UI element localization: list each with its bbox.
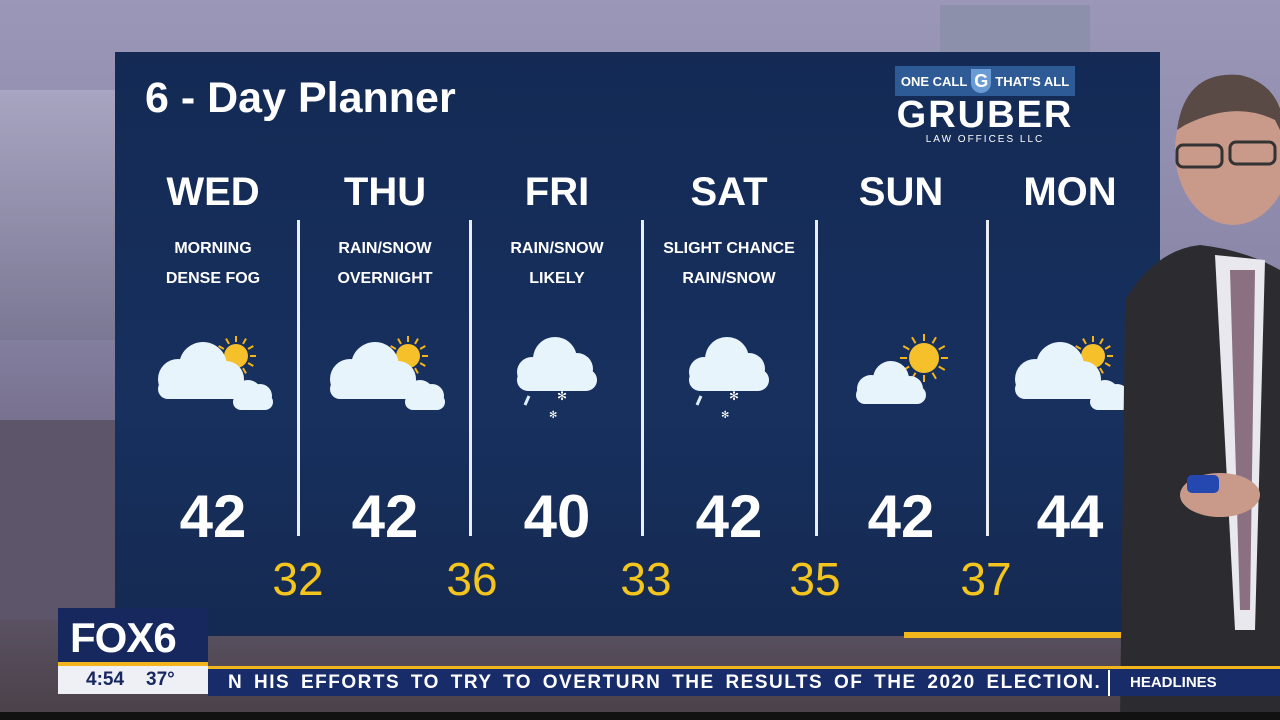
forecast-description: SLIGHT CHANCE RAIN/SNOW (663, 240, 795, 287)
accent-bar (904, 632, 1152, 638)
forecast-description (815, 234, 987, 294)
ticker-section: HEADLINES (1130, 674, 1217, 691)
station-logo: FOX6 (58, 608, 208, 666)
low-temp: 32 (272, 553, 324, 605)
day-label: FRI (524, 170, 590, 214)
high-temp: 42 (867, 483, 935, 550)
sponsor-tagline: THAT'S ALL (995, 73, 1070, 89)
high-temp: 42 (695, 483, 763, 550)
station-bug: FOX6 4:54 37° (58, 608, 208, 694)
sponsor-logo: ONE CALL G THAT'S ALL GRUBER LAW OFFICES L… (895, 66, 1075, 145)
divider (297, 220, 300, 536)
forecast-description: MORNING DENSE FOG (165, 240, 261, 287)
rain-snow-icon: ✻ ✻ (471, 334, 643, 424)
clock: 4:54 (86, 669, 125, 690)
day-label: SUN (858, 170, 944, 214)
low-temp: 33 (620, 553, 672, 605)
forecast-panel: 6 - Day Planner ONE CALL G THAT'S ALL GRUB… (115, 52, 1160, 636)
svg-text:✻: ✻ (557, 389, 567, 403)
mostly-sunny-icon (815, 334, 987, 424)
partly-cloudy-icon (299, 334, 471, 424)
page-title: 6 - Day Planner (145, 74, 456, 122)
forecast-description: RAIN/SNOW OVERNIGHT (337, 240, 433, 287)
day-label: MON (1023, 170, 1117, 214)
svg-text:✻: ✻ (721, 410, 729, 421)
divider (815, 220, 818, 536)
sponsor-sub: LAW OFFICES LLC (925, 134, 1045, 145)
svg-text:✻: ✻ (549, 410, 557, 421)
ticker-divider (1108, 669, 1110, 696)
news-ticker: N HIS EFFORTS TO TRY TO OVERTURN THE RES… (208, 666, 1280, 696)
high-temp: 40 (523, 483, 591, 550)
bottom-bar (0, 712, 1280, 720)
background-building (940, 5, 1090, 55)
sponsor-tagline: ONE CALL (900, 73, 968, 89)
forecast-description: RAIN/SNOW LIKELY (510, 240, 604, 287)
day-column-thu: THU RAIN/SNOW OVERNIGHT (299, 170, 471, 424)
presenter (1120, 74, 1280, 720)
low-temp: 37 (960, 553, 1012, 605)
ticker-text: N HIS EFFORTS TO TRY TO OVERTURN THE RES… (228, 671, 1102, 693)
background-bridge (0, 90, 115, 340)
current-temp: 37° (146, 669, 175, 690)
day-column-wed: WED MORNING DENSE FOG (127, 170, 299, 424)
day-column-fri: FRI RAIN/SNOW LIKELY ✻ ✻ (471, 170, 643, 424)
divider (986, 220, 989, 536)
divider (641, 220, 644, 536)
day-label: THU (343, 170, 427, 214)
low-temp: 35 (789, 553, 841, 605)
day-label: SAT (690, 170, 768, 214)
high-temp: 42 (351, 483, 419, 550)
day-label: WED (166, 170, 260, 214)
svg-text:✻: ✻ (729, 389, 739, 403)
rain-snow-icon: ✻ ✻ (643, 334, 815, 424)
high-temp: 44 (1036, 483, 1104, 550)
divider (469, 220, 472, 536)
background-water (0, 420, 115, 620)
low-temp: 36 (446, 553, 498, 605)
sponsor-shield-icon: G (971, 69, 992, 93)
sponsor-name: GRUBER (896, 94, 1074, 136)
day-column-mon: MON (984, 170, 1156, 424)
day-column-sun: SUN (815, 170, 987, 424)
day-column-sat: SAT SLIGHT CHANCE RAIN/SNOW ✻ ✻ (643, 170, 815, 424)
partly-cloudy-icon (127, 334, 299, 424)
high-temp: 42 (179, 483, 247, 550)
partly-cloudy-icon (984, 334, 1156, 424)
